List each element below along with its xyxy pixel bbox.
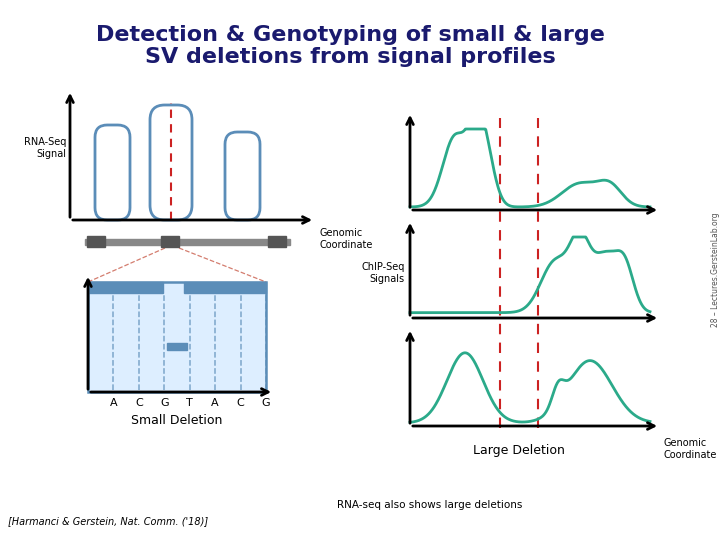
Text: A: A bbox=[212, 398, 219, 408]
Text: Small Deletion: Small Deletion bbox=[131, 414, 222, 427]
Text: SV deletions from signal profiles: SV deletions from signal profiles bbox=[145, 47, 555, 67]
Text: Large Deletion: Large Deletion bbox=[473, 444, 565, 457]
Text: [Harmanci & Gerstein, Nat. Comm. ('18)]: [Harmanci & Gerstein, Nat. Comm. ('18)] bbox=[8, 516, 208, 526]
Text: C: C bbox=[135, 398, 143, 408]
Text: ChIP-Seq
Signals: ChIP-Seq Signals bbox=[361, 262, 405, 284]
Bar bbox=[184, 282, 266, 293]
Bar bbox=[88, 282, 163, 293]
Text: Genomic
Coordinate: Genomic Coordinate bbox=[320, 228, 374, 249]
Text: G: G bbox=[160, 398, 168, 408]
Bar bbox=[161, 236, 179, 247]
Text: C: C bbox=[237, 398, 245, 408]
Bar bbox=[85, 239, 290, 245]
Bar bbox=[167, 343, 187, 350]
Bar bbox=[268, 236, 286, 247]
Text: RNA-Seq
Signal: RNA-Seq Signal bbox=[24, 137, 66, 159]
Text: A: A bbox=[109, 398, 117, 408]
Text: 28 – Lectures.GersteinLab.org: 28 – Lectures.GersteinLab.org bbox=[711, 213, 719, 327]
Text: Genomic
Coordinate: Genomic Coordinate bbox=[664, 438, 717, 460]
Text: G: G bbox=[261, 398, 270, 408]
Bar bbox=[88, 282, 266, 392]
Text: T: T bbox=[186, 398, 193, 408]
Text: Detection & Genotyping of small & large: Detection & Genotyping of small & large bbox=[96, 25, 604, 45]
Bar bbox=[87, 236, 105, 247]
Text: RNA-seq also shows large deletions: RNA-seq also shows large deletions bbox=[337, 500, 523, 510]
